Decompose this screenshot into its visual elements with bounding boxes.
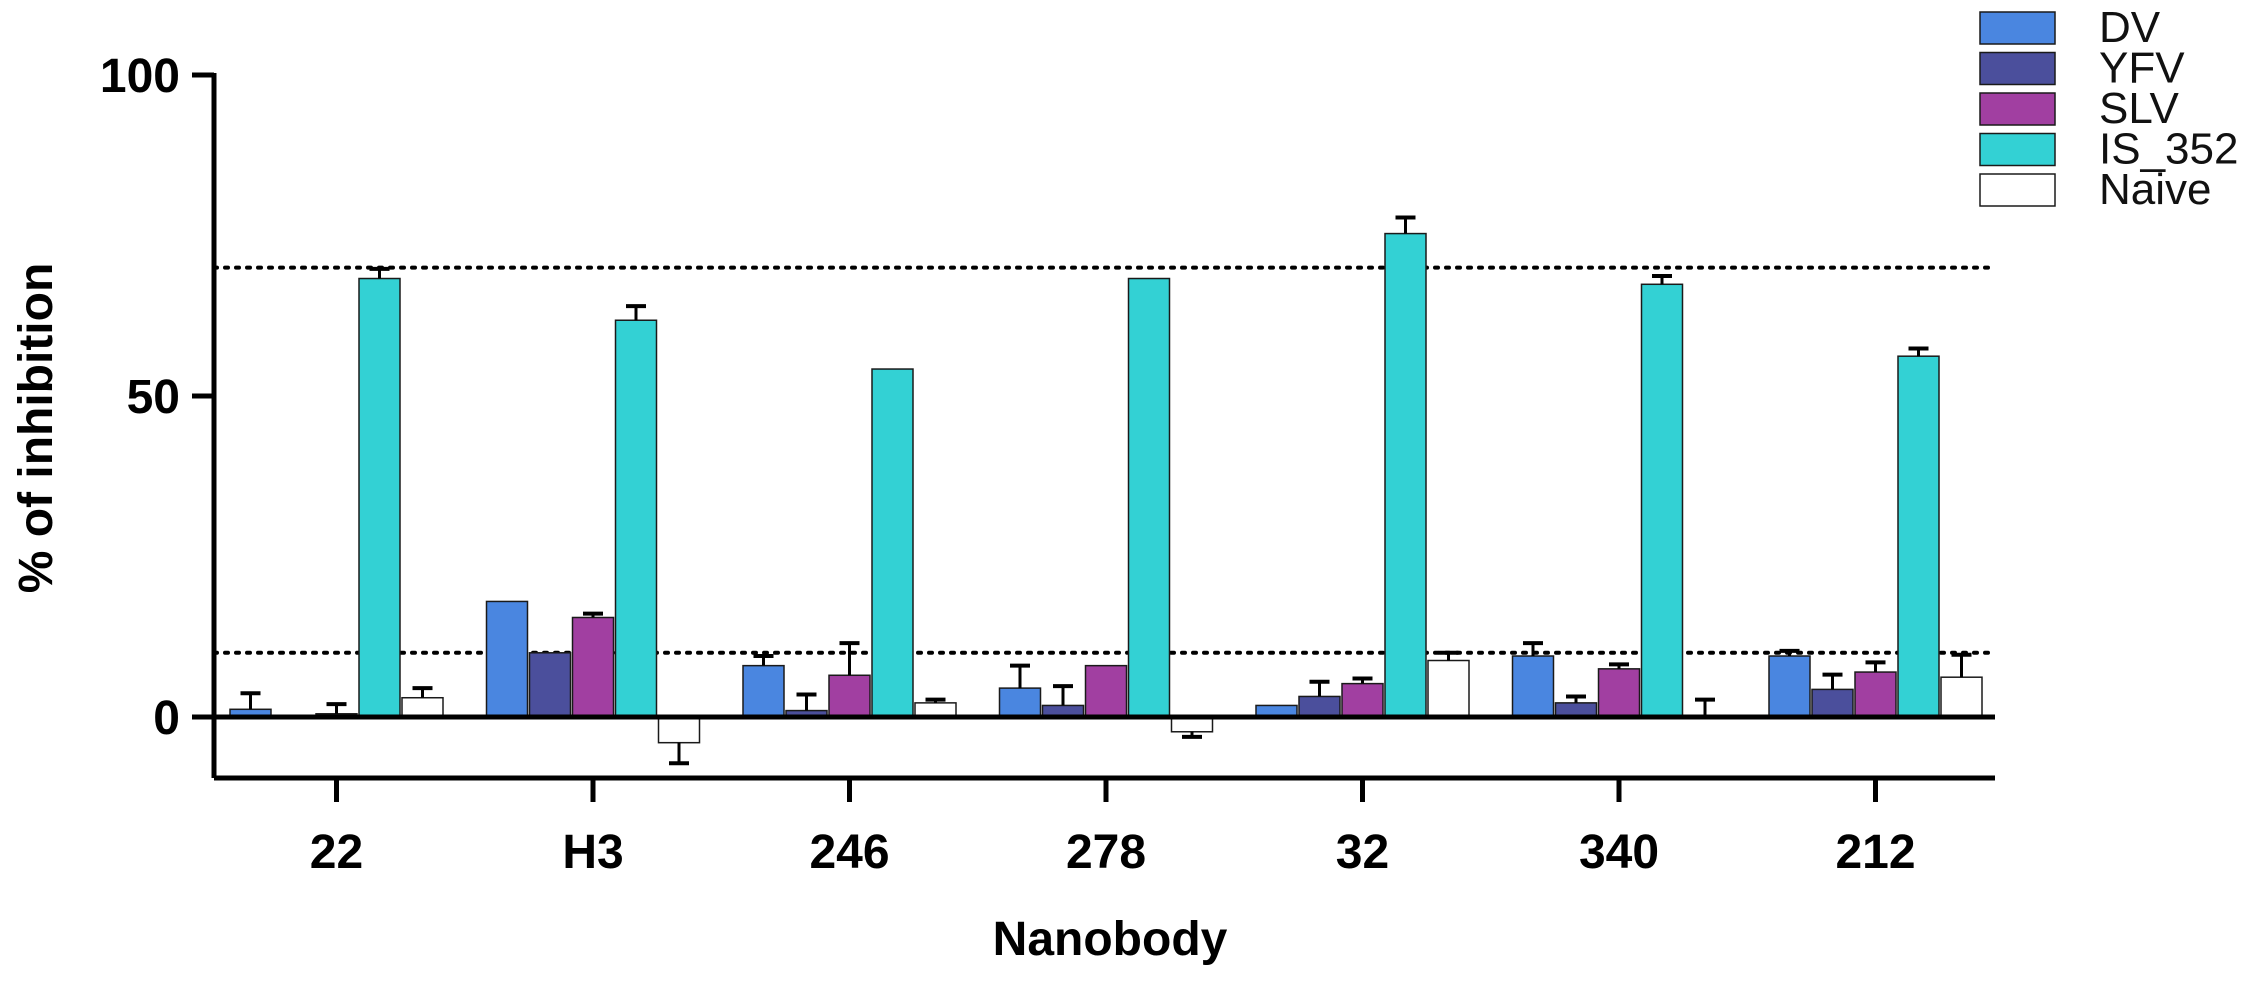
bar-dv-340 bbox=[1511, 655, 1555, 718]
legend-label-naive: Naive bbox=[2099, 165, 2212, 214]
bar-slv-h3 bbox=[571, 616, 615, 718]
bar-is-352-32 bbox=[1384, 232, 1427, 718]
legend-label-dv: DV bbox=[2099, 3, 2161, 52]
legend-label-yfv: YFV bbox=[2099, 44, 2185, 93]
x-tick-label-340: 340 bbox=[1579, 826, 1659, 879]
bar-is-352-278 bbox=[1127, 277, 1171, 718]
legend-swatch-naive bbox=[1979, 173, 2056, 207]
bar-dv-246 bbox=[742, 664, 785, 718]
bar-slv-32 bbox=[1341, 682, 1384, 718]
legend-label-slv: SLV bbox=[2099, 84, 2180, 133]
bar-slv-212 bbox=[1854, 671, 1897, 718]
bar-slv-340 bbox=[1597, 668, 1641, 718]
x-tick-label-212: 212 bbox=[1835, 826, 1915, 879]
bar-is-352-212 bbox=[1897, 355, 1940, 718]
y-axis-title: % of inhibition bbox=[10, 263, 63, 594]
bar-is-352-22 bbox=[358, 277, 401, 718]
bar-naive-32 bbox=[1427, 659, 1470, 718]
bar-slv-278 bbox=[1084, 664, 1128, 718]
bar-naive-h3 bbox=[657, 716, 701, 744]
bar-naive-22 bbox=[401, 696, 444, 718]
x-tick-label-32: 32 bbox=[1336, 826, 1389, 879]
bar-slv-246 bbox=[828, 674, 871, 718]
legend-swatch-dv bbox=[1979, 11, 2056, 45]
x-tick-label-278: 278 bbox=[1066, 826, 1146, 879]
bar-yfv-32 bbox=[1298, 695, 1341, 718]
bar-naive-212 bbox=[1940, 676, 1983, 718]
x-tick-label-246: 246 bbox=[809, 826, 889, 879]
legend-swatch-slv bbox=[1979, 92, 2056, 126]
legend-swatch-is-352 bbox=[1979, 132, 2056, 167]
bar-is-352-340 bbox=[1640, 283, 1684, 718]
bar-yfv-212 bbox=[1811, 688, 1854, 718]
x-axis-title: Nanobody bbox=[993, 913, 1228, 966]
legend-swatch-yfv bbox=[1979, 51, 2056, 86]
bar-dv-278 bbox=[998, 687, 1042, 718]
y-tick-label-100: 100 bbox=[100, 50, 180, 103]
bar-dv-212 bbox=[1768, 655, 1811, 718]
x-tick-label-h3: H3 bbox=[562, 826, 623, 879]
y-tick-label-0: 0 bbox=[153, 692, 180, 745]
y-tick-label-50: 50 bbox=[127, 371, 180, 424]
bar-yfv-h3 bbox=[528, 652, 572, 718]
bar-is-352-246 bbox=[871, 368, 914, 718]
bar-dv-h3 bbox=[485, 600, 529, 718]
legend-label-is-352: IS_352 bbox=[2099, 125, 2238, 174]
bar-is-352-h3 bbox=[614, 319, 658, 718]
x-tick-label-22: 22 bbox=[310, 826, 363, 879]
